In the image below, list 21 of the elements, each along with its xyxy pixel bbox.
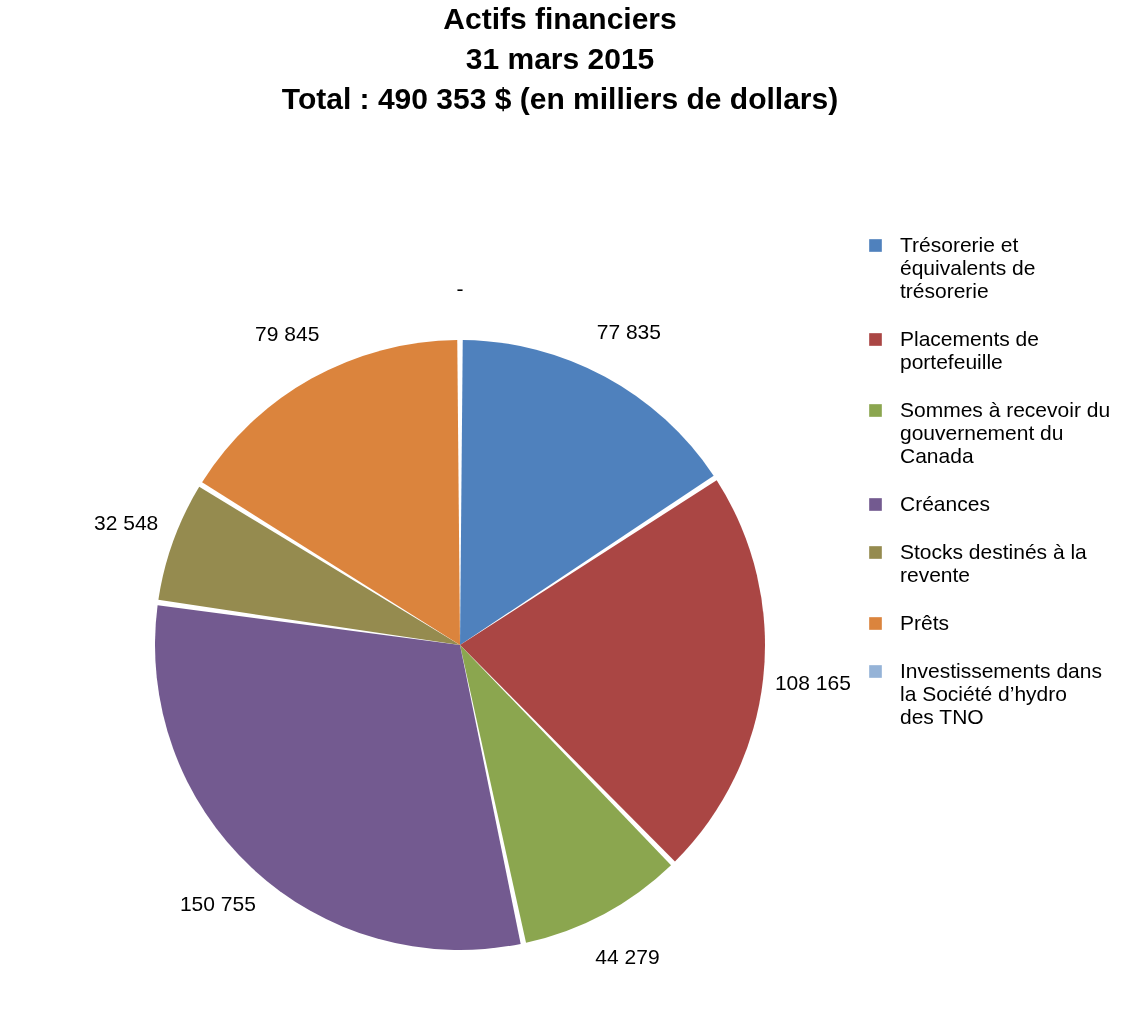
legend-label: Sommes à recevoir du gouvernement du Canada bbox=[900, 397, 1111, 467]
pie-slice bbox=[460, 480, 765, 862]
data-label: 79 845 bbox=[255, 321, 320, 345]
text: - bbox=[456, 277, 464, 300]
legend-label: Prêts bbox=[900, 610, 950, 634]
pie-slice bbox=[158, 486, 460, 645]
data-label: 32 548 bbox=[94, 511, 159, 535]
data-label: 77 835 bbox=[596, 319, 661, 343]
data-label: 108 165 bbox=[774, 670, 851, 694]
legend-label: Placements de portefeuille bbox=[900, 326, 1039, 373]
chart-title: Actifs financiers 31 mars 2015 Total : 490 353 $ (en milliers de dollars) bbox=[281, 2, 839, 115]
legend-label: Créances bbox=[900, 491, 990, 515]
pie-slice bbox=[460, 340, 714, 645]
legend-label: Stocks destinés à la revente bbox=[900, 539, 1088, 586]
pie-slice bbox=[202, 340, 460, 645]
data-label: 44 279 bbox=[595, 945, 660, 969]
legend-label: Investissements dans la Société d’hydro des TNO bbox=[900, 658, 1102, 728]
pie-slice bbox=[155, 605, 521, 950]
pie-slice bbox=[460, 645, 672, 943]
data-label: 150 755 bbox=[179, 891, 256, 915]
legend-label: Trésorerie et équivalents de trésorerie bbox=[900, 232, 1036, 302]
